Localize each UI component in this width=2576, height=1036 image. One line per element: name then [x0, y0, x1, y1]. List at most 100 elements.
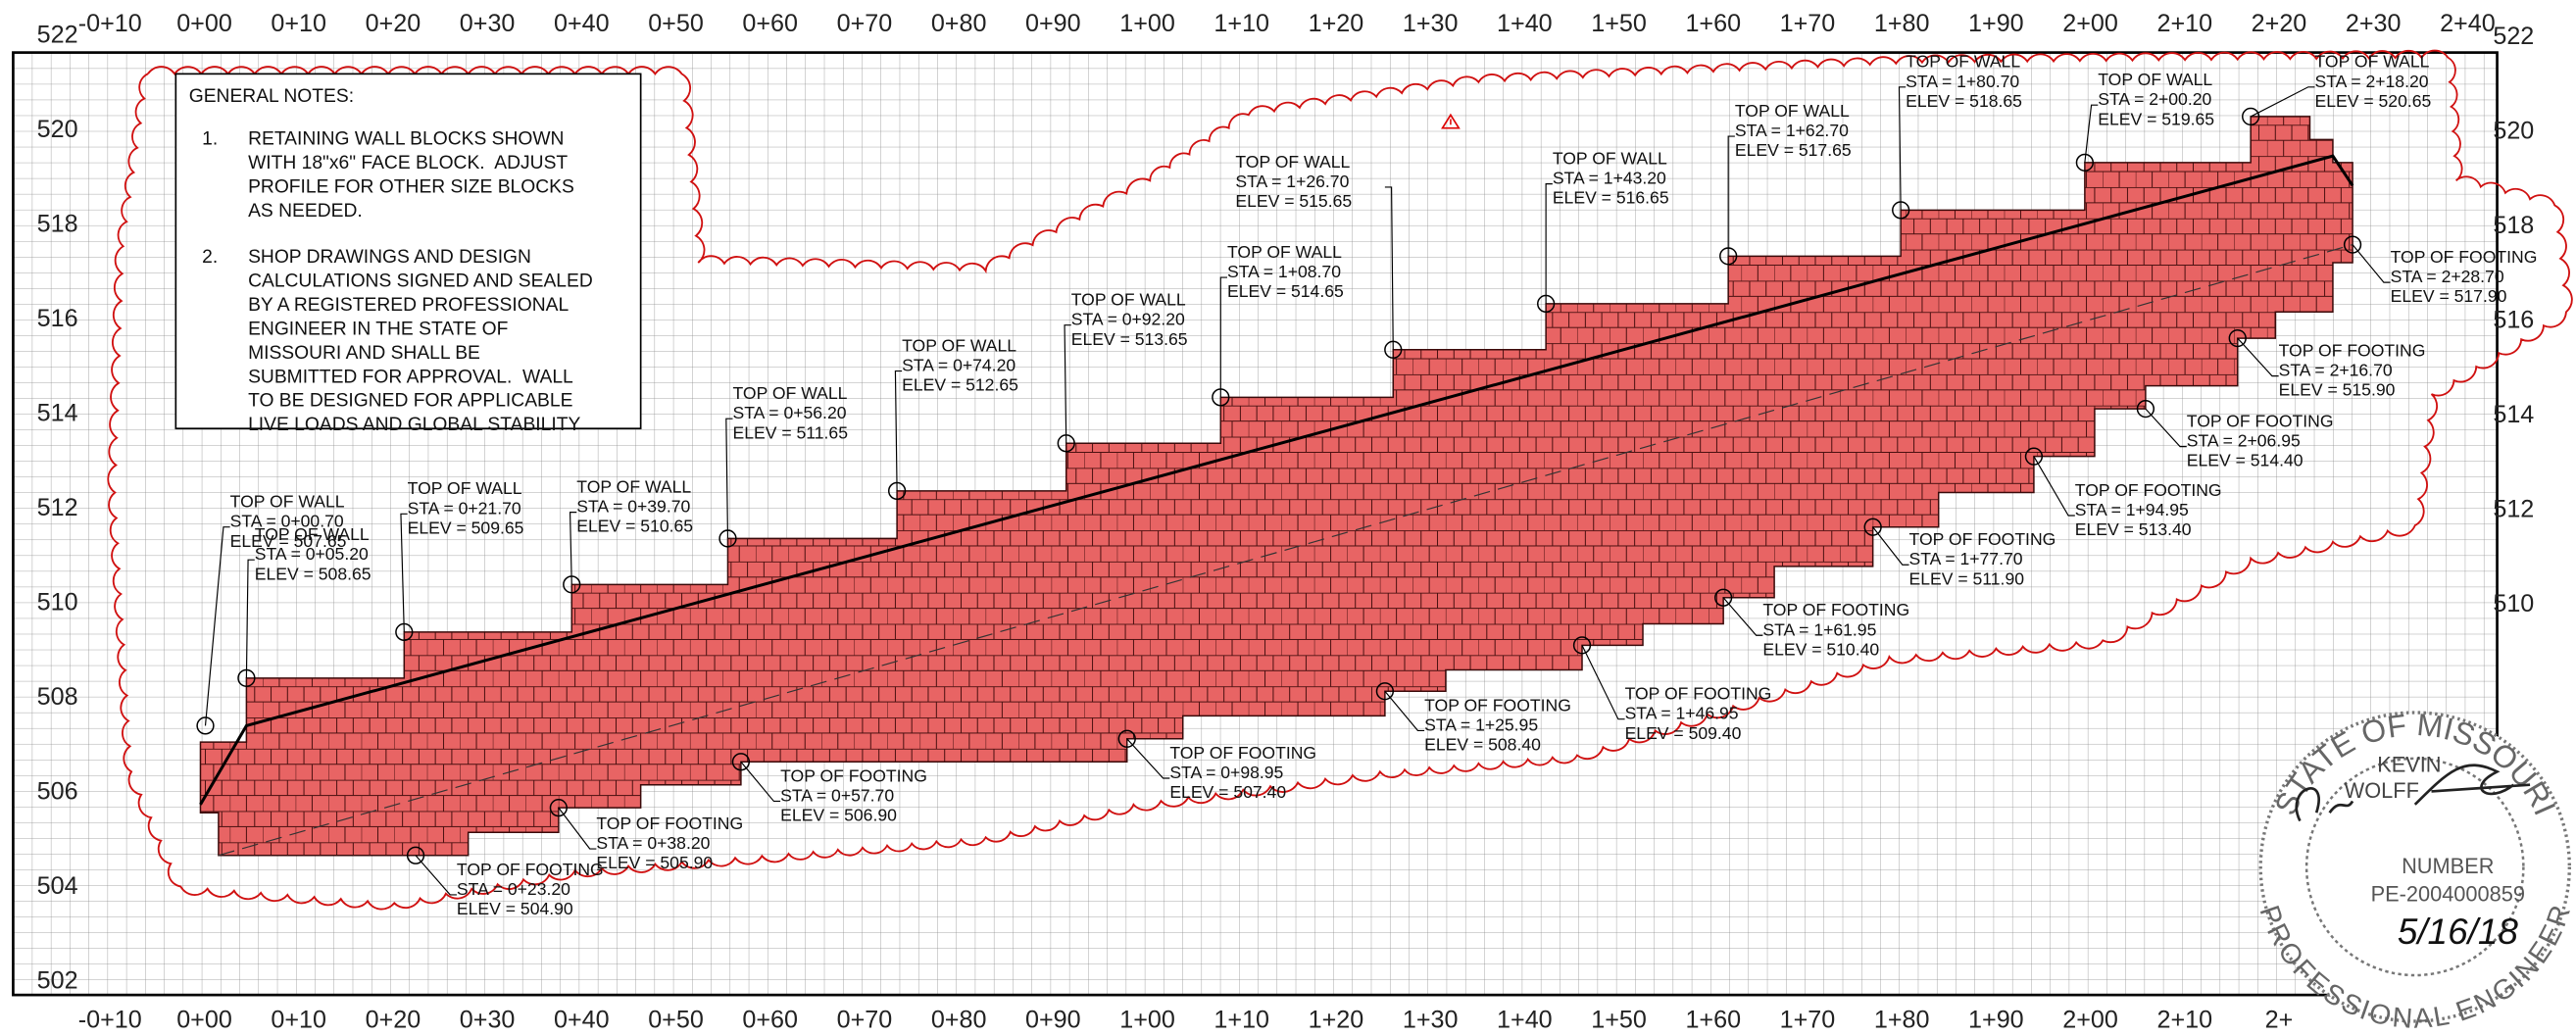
wall-leader — [1727, 135, 1735, 257]
station-label-top: 0+40 — [554, 10, 610, 37]
wall-callout-station: STA = 1+62.70 — [1735, 121, 1849, 140]
station-label-top: 0+00 — [176, 10, 232, 37]
footing-marker — [2228, 328, 2247, 348]
seal-number: PE-2004000859 — [2371, 882, 2525, 907]
wall-callout-elevation: ELEV = 519.65 — [2098, 109, 2214, 128]
wall-callout-station: STA = 1+43.20 — [1553, 169, 1666, 188]
wall-callout-elevation: ELEV = 509.65 — [408, 518, 524, 537]
station-label-top: 2+10 — [2156, 10, 2212, 37]
wall-leader — [1219, 276, 1227, 398]
note-number: 1. — [202, 128, 218, 149]
footing-marker — [1572, 636, 1592, 655]
footing-callout-station: STA = 1+46.95 — [1625, 704, 1739, 723]
station-label-top: 0+60 — [742, 10, 798, 37]
labels: -0+10 0+00 0+10 0+20 0+30 0+40 0+50 0+60 0+70 0+8… — [37, 10, 2538, 1034]
seal-last-name: WOLFF — [2345, 778, 2419, 803]
station-label-bottom: 1+40 — [1497, 1007, 1553, 1034]
footing-callout-station: STA = 2+16.70 — [2279, 361, 2393, 380]
wall-callout-station: STA = 0+39.70 — [576, 497, 690, 517]
station-label-bottom: 2+00 — [2062, 1007, 2118, 1034]
wall-leader — [204, 526, 230, 726]
wall-callout-title: TOP OF WALL — [408, 478, 522, 498]
elevation-label-right: 522 — [2493, 23, 2534, 50]
station-label-bottom: 2+10 — [2156, 1007, 2212, 1034]
footing-callout-station: STA = 1+25.95 — [1424, 715, 1538, 734]
footing-leader — [2352, 244, 2391, 283]
footing-callout-title: TOP OF FOOTING — [2391, 247, 2538, 267]
footing-marker — [1117, 729, 1136, 748]
station-label-bottom: -0+10 — [78, 1007, 142, 1034]
station-label-top: 1+20 — [1309, 10, 1364, 37]
station-label-top: 0+10 — [271, 10, 326, 37]
station-label-bottom: 1+00 — [1119, 1007, 1175, 1034]
station-label-bottom: 0+90 — [1025, 1007, 1081, 1034]
station-label-top: 1+50 — [1591, 10, 1647, 37]
wall-callout-station: STA = 1+80.70 — [1906, 72, 2019, 91]
wall-callout-elevation: ELEV = 518.65 — [1906, 91, 2022, 111]
footing-leader — [558, 807, 597, 850]
wall-leader — [569, 512, 577, 585]
station-label-top: 1+90 — [1968, 10, 2024, 37]
station-label-bottom: 0+60 — [742, 1007, 798, 1034]
wall-callout-title: TOP OF WALL — [255, 524, 370, 544]
footing-callout-station: STA = 0+23.20 — [457, 879, 570, 899]
wall-leader — [1384, 186, 1394, 350]
station-label-top: 2+40 — [2440, 10, 2496, 37]
wall-callout-elevation: ELEV = 510.65 — [576, 517, 693, 536]
wall-callout-station: STA = 0+74.20 — [902, 356, 1016, 375]
wall-callout-title: TOP OF WALL — [576, 477, 691, 497]
warning-icon — [1441, 113, 1461, 129]
footing-callout-title: TOP OF FOOTING — [1424, 695, 1571, 715]
station-label-bottom: 1+60 — [1685, 1007, 1741, 1034]
wall-callout-elevation: ELEV = 516.65 — [1553, 188, 1669, 208]
footing-leader — [1384, 690, 1425, 732]
wall-leader — [725, 418, 733, 539]
elevation-label-left: 518 — [37, 211, 78, 238]
footing-leader — [2237, 337, 2279, 377]
station-label-top: -0+10 — [78, 10, 142, 37]
wall-leader — [2250, 86, 2315, 118]
note-line: ENGINEER IN THE STATE OF — [248, 319, 508, 339]
elevation-label-right: 512 — [2493, 496, 2534, 523]
footing-callout-station: STA = 0+98.95 — [1169, 763, 1283, 782]
wall-callout-station: STA = 0+05.20 — [255, 544, 369, 564]
elevation-label-left: 512 — [37, 494, 78, 521]
footing-callout-station: STA = 1+94.95 — [2075, 500, 2189, 519]
wall-leader — [1064, 324, 1071, 444]
footing-callout-title: TOP OF FOOTING — [457, 860, 604, 879]
wall-marker — [196, 716, 215, 735]
wall-marker — [2242, 107, 2260, 126]
footing-leader — [2033, 456, 2075, 517]
station-label-bottom: 0+80 — [931, 1007, 987, 1034]
station-label-top: 1+70 — [1780, 10, 1836, 37]
seal-outer — [2258, 711, 2571, 1023]
wall-callout-elevation: ELEV = 513.65 — [1071, 329, 1188, 349]
station-label-bottom: 1+80 — [1874, 1007, 1930, 1034]
wall-callout-elevation: ELEV = 508.65 — [255, 564, 372, 583]
footing-leader — [1581, 645, 1625, 720]
elevation-label-left: 510 — [37, 588, 78, 616]
wall-callout-title: TOP OF WALL — [1906, 52, 2020, 72]
wall-callout-elevation: ELEV = 511.65 — [733, 422, 849, 442]
station-label-top: 1+00 — [1119, 10, 1175, 37]
seal: STATE OF MISSOURI PROFESSIONAL ENGINEER … — [2254, 707, 2576, 1035]
footing-leader — [415, 855, 457, 896]
footing-callout-elevation: ELEV = 508.40 — [1424, 735, 1541, 755]
station-label-top: 0+90 — [1025, 10, 1081, 37]
note-line: MISSOURI AND SHALL BE — [248, 343, 480, 364]
station-label-bottom: 2+ — [2265, 1007, 2294, 1034]
station-label-top: 1+30 — [1403, 10, 1459, 37]
footing-marker — [2136, 399, 2155, 419]
wall-callout-elevation: ELEV = 507.65 — [230, 531, 347, 551]
seal-number-label: NUMBER — [2402, 854, 2494, 878]
footing-callout-station: STA = 2+06.95 — [2187, 431, 2301, 451]
elevation-label-left: 502 — [37, 966, 78, 994]
seal-first-name: KEVIN — [2377, 752, 2441, 776]
footing-callout-title: TOP OF FOOTING — [596, 814, 743, 833]
station-label-bottom: 0+30 — [460, 1007, 516, 1034]
station-label-top: 0+80 — [931, 10, 987, 37]
station-label-bottom: 0+10 — [271, 1007, 326, 1034]
elevation-label-right: 520 — [2493, 118, 2534, 145]
wall-leader — [1545, 183, 1553, 304]
note-line: SUBMITTED FOR APPROVAL. WALL — [248, 367, 573, 387]
